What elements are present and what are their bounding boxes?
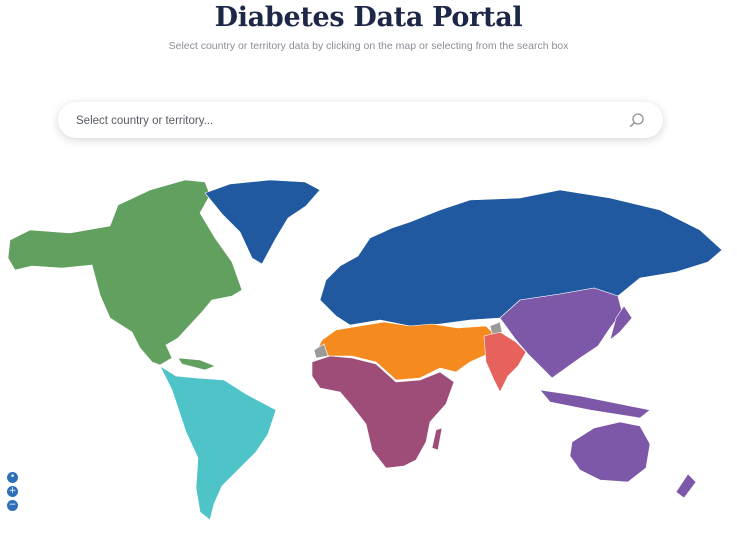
region-western-pacific[interactable] [499,287,623,379]
zoom-out-button[interactable]: − [7,500,18,511]
region-no-data-western-sahara[interactable] [313,343,329,359]
region-japan[interactable] [609,305,633,341]
region-africa[interactable] [311,355,455,469]
region-madagascar[interactable] [431,427,443,451]
region-south-central-america[interactable] [159,365,277,521]
region-greenland[interactable] [204,179,321,265]
reset-zoom-button[interactable]: • [7,472,18,483]
zoom-in-button[interactable]: + [7,486,18,497]
world-map [7,179,723,521]
page-title: Diabetes Data Portal [214,2,523,33]
search-input[interactable] [74,102,618,140]
reset-icon: • [9,472,16,482]
page-subtitle: Select country or territory data by clic… [168,40,569,52]
region-greenland-caribbean-islands[interactable] [177,357,216,371]
region-new-zealand[interactable] [675,473,697,499]
region-no-data-south-caucasus[interactable] [489,321,503,335]
region-south-east-asia[interactable] [483,331,527,393]
region-australia[interactable] [569,421,651,483]
region-indonesia[interactable] [539,389,651,419]
search-icon[interactable] [629,112,645,128]
search-box [58,102,663,140]
region-north-america-caribbean[interactable] [7,179,243,366]
